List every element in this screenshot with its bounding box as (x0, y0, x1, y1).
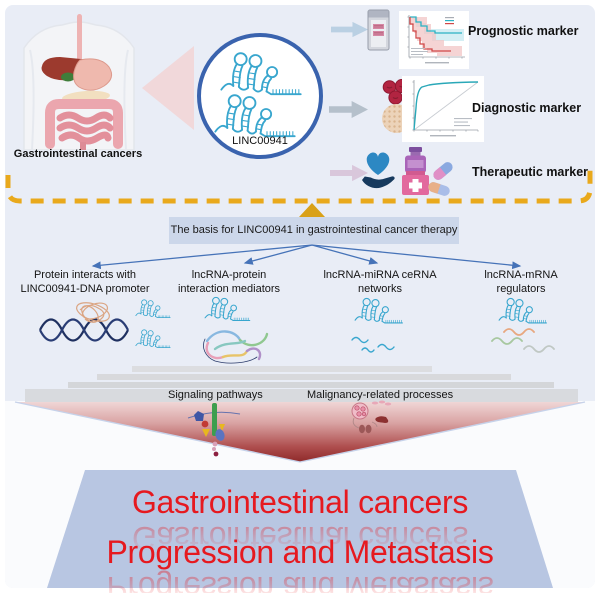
branch-label: lncRNA-protein (191, 269, 267, 281)
dna-protein-complex-icon (39, 299, 171, 349)
red-funnel (14, 400, 586, 463)
branch-protein-mediators: lncRNA-protein interaction mediators (169, 269, 289, 296)
basis-box: The basis for LINC00941 in gastrointesti… (169, 217, 459, 244)
lncrna-with-mirnas-icon (351, 297, 403, 353)
small-intestine-icon (56, 111, 114, 145)
heart-in-hand-icon (362, 152, 395, 189)
headline-line2: Progression and Metastasis (106, 534, 494, 570)
rna-structure-icon (214, 94, 296, 138)
up-triangle-icon (299, 203, 325, 217)
branch-arrows (91, 244, 522, 270)
survival-curve-plot (399, 11, 469, 69)
roc-curve-plot (402, 76, 484, 142)
therapeutic-marker-label: Therapeutic marker (472, 165, 589, 179)
gallbladder-icon (61, 72, 75, 82)
signaling-pathway-icon (187, 403, 241, 457)
diagnostic-marker-label: Diagnostic marker (472, 101, 582, 115)
rna-structure-icon (220, 52, 302, 96)
branch-dna-promoter: Protein interacts with LINC00941-DNA pro… (10, 269, 160, 296)
branch-label: LINC00941-DNA promoter (20, 282, 150, 295)
lncrna-with-mrnas-icon (491, 297, 555, 353)
esophagus-icon (77, 14, 82, 66)
branch-label: Protein interacts with (33, 269, 137, 281)
headline-panel (47, 470, 553, 588)
funnel-bar-4: Signaling pathways Malignancy-related pr… (25, 389, 578, 402)
headline-line1: Gastrointestinal cancers (131, 484, 469, 520)
tissue-slide-icon (367, 9, 390, 51)
gastrointestinal-body-illustration (23, 14, 135, 150)
protein-blob-icon (76, 302, 110, 323)
prognostic-marker-label: Prognostic marker (468, 24, 579, 38)
funnel-bar-3 (68, 381, 554, 388)
pink-arrow-triangle (142, 46, 194, 130)
branch-mrna-regulators: lncRNA-mRNA regulators (464, 269, 578, 296)
linc00941-circle: LINC00941 (197, 33, 323, 159)
signaling-pathways-label: Signaling pathways (168, 389, 263, 401)
malignancy-processes-icon (351, 400, 392, 434)
protein-ribbon-structure-icon (203, 296, 269, 364)
branch-label: lncRNA-mRNA (484, 269, 558, 281)
medicines-icon (402, 147, 453, 196)
linc00941-label: LINC00941 (232, 135, 288, 147)
funnel-bar-2 (97, 373, 511, 380)
branch-cerna-networks: lncRNA-miRNA ceRNA networks (314, 269, 446, 296)
branch-label: lncRNA-miRNA ceRNA (323, 269, 437, 281)
malignancy-processes-label: Malignancy-related processes (307, 389, 454, 401)
branch-label: networks (357, 282, 403, 295)
branch-label: regulators (496, 282, 546, 295)
stomach-icon (73, 58, 113, 91)
branch-label: interaction mediators (177, 282, 281, 295)
funnel-bar-1 (132, 366, 432, 372)
headline-reflection: Progression and Metastasis (106, 570, 494, 593)
large-intestine-icon (45, 99, 123, 149)
gastrointestinal-cancers-label: Gastrointestinal cancers (13, 148, 143, 160)
